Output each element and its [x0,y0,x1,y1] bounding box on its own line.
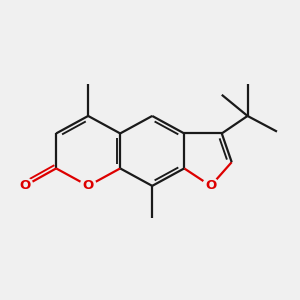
Circle shape [17,178,33,194]
Text: O: O [205,179,216,192]
Text: O: O [19,179,31,192]
Circle shape [202,178,219,194]
Text: O: O [82,179,94,192]
Circle shape [80,178,96,194]
